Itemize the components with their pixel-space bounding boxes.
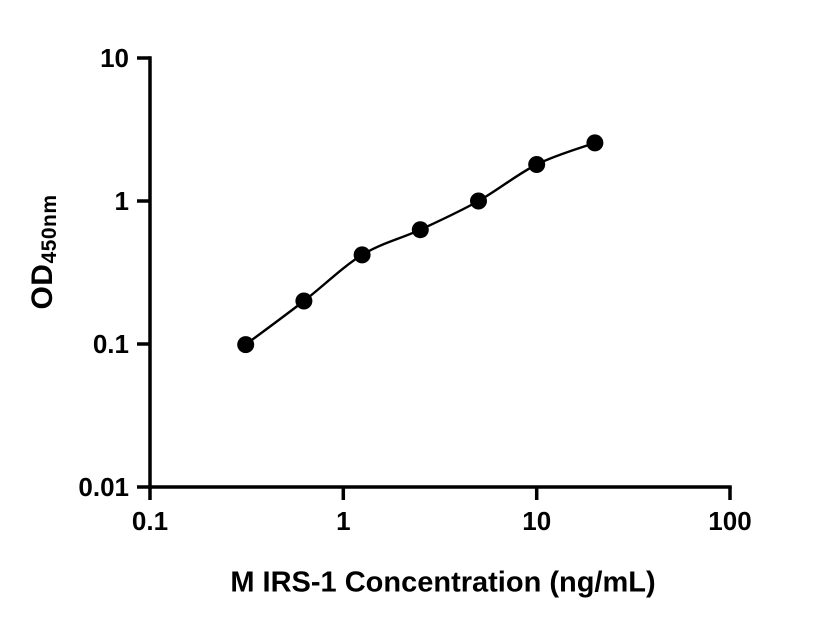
x-tick-label: 0.1 bbox=[132, 506, 168, 536]
data-point-marker bbox=[586, 134, 604, 152]
data-point-marker bbox=[470, 192, 487, 210]
data-point-marker bbox=[353, 246, 371, 264]
y-tick-label: 10 bbox=[100, 43, 129, 73]
x-axis-title: M IRS-1 Concentration (ng/mL) bbox=[230, 566, 656, 599]
y-tick-label: 1 bbox=[115, 186, 129, 216]
y-axis-title: OD450nm bbox=[26, 194, 62, 309]
data-point-marker bbox=[411, 221, 429, 239]
y-axis-title-subscript: 450nm bbox=[37, 194, 61, 264]
data-point-marker bbox=[295, 292, 313, 310]
x-tick-label: 10 bbox=[522, 506, 551, 536]
x-tick-label: 1 bbox=[336, 506, 350, 536]
y-tick-label: 0.1 bbox=[93, 329, 129, 359]
data-point-marker bbox=[237, 336, 255, 354]
standard-curve-line bbox=[244, 141, 596, 346]
y-axis-title-main: OD bbox=[26, 263, 60, 310]
data-point-marker bbox=[528, 156, 546, 173]
y-tick-label: 0.01 bbox=[78, 472, 129, 502]
x-tick-label: 100 bbox=[708, 506, 751, 536]
